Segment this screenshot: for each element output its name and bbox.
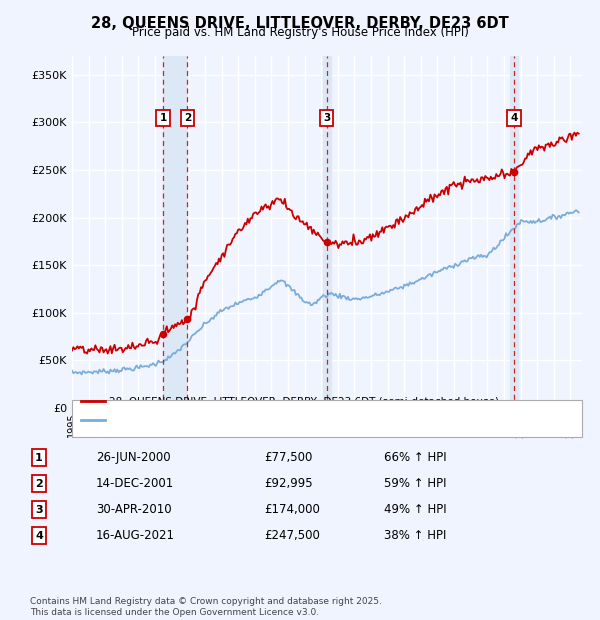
Text: 4: 4 (511, 113, 518, 123)
Text: 38% ↑ HPI: 38% ↑ HPI (384, 529, 446, 542)
Text: 3: 3 (35, 505, 43, 515)
Text: Price paid vs. HM Land Registry's House Price Index (HPI): Price paid vs. HM Land Registry's House … (131, 26, 469, 39)
Text: HPI: Average price, semi-detached house, City of Derby: HPI: Average price, semi-detached house,… (109, 415, 400, 425)
Text: 2: 2 (35, 479, 43, 489)
Text: 3: 3 (323, 113, 330, 123)
Text: 1: 1 (160, 113, 167, 123)
Text: 2: 2 (184, 113, 191, 123)
Text: 49% ↑ HPI: 49% ↑ HPI (384, 503, 446, 516)
Text: £174,000: £174,000 (264, 503, 320, 516)
Text: 14-DEC-2001: 14-DEC-2001 (96, 477, 174, 490)
Text: 26-JUN-2000: 26-JUN-2000 (96, 451, 170, 464)
Text: 28, QUEENS DRIVE, LITTLEOVER, DERBY, DE23 6DT (semi-detached house): 28, QUEENS DRIVE, LITTLEOVER, DERBY, DE2… (109, 396, 499, 406)
Text: 59% ↑ HPI: 59% ↑ HPI (384, 477, 446, 490)
Text: 30-APR-2010: 30-APR-2010 (96, 503, 172, 516)
Text: £247,500: £247,500 (264, 529, 320, 542)
Text: Contains HM Land Registry data © Crown copyright and database right 2025.
This d: Contains HM Land Registry data © Crown c… (30, 598, 382, 617)
Text: £92,995: £92,995 (264, 477, 313, 490)
Text: 4: 4 (35, 531, 43, 541)
Text: £77,500: £77,500 (264, 451, 313, 464)
Text: 28, QUEENS DRIVE, LITTLEOVER, DERBY, DE23 6DT: 28, QUEENS DRIVE, LITTLEOVER, DERBY, DE2… (91, 16, 509, 30)
Text: 1: 1 (35, 453, 43, 463)
Bar (163, 56, 187, 408)
Text: 66% ↑ HPI: 66% ↑ HPI (384, 451, 446, 464)
Bar (510, 56, 518, 408)
Bar (323, 56, 331, 408)
Text: 16-AUG-2021: 16-AUG-2021 (96, 529, 175, 542)
